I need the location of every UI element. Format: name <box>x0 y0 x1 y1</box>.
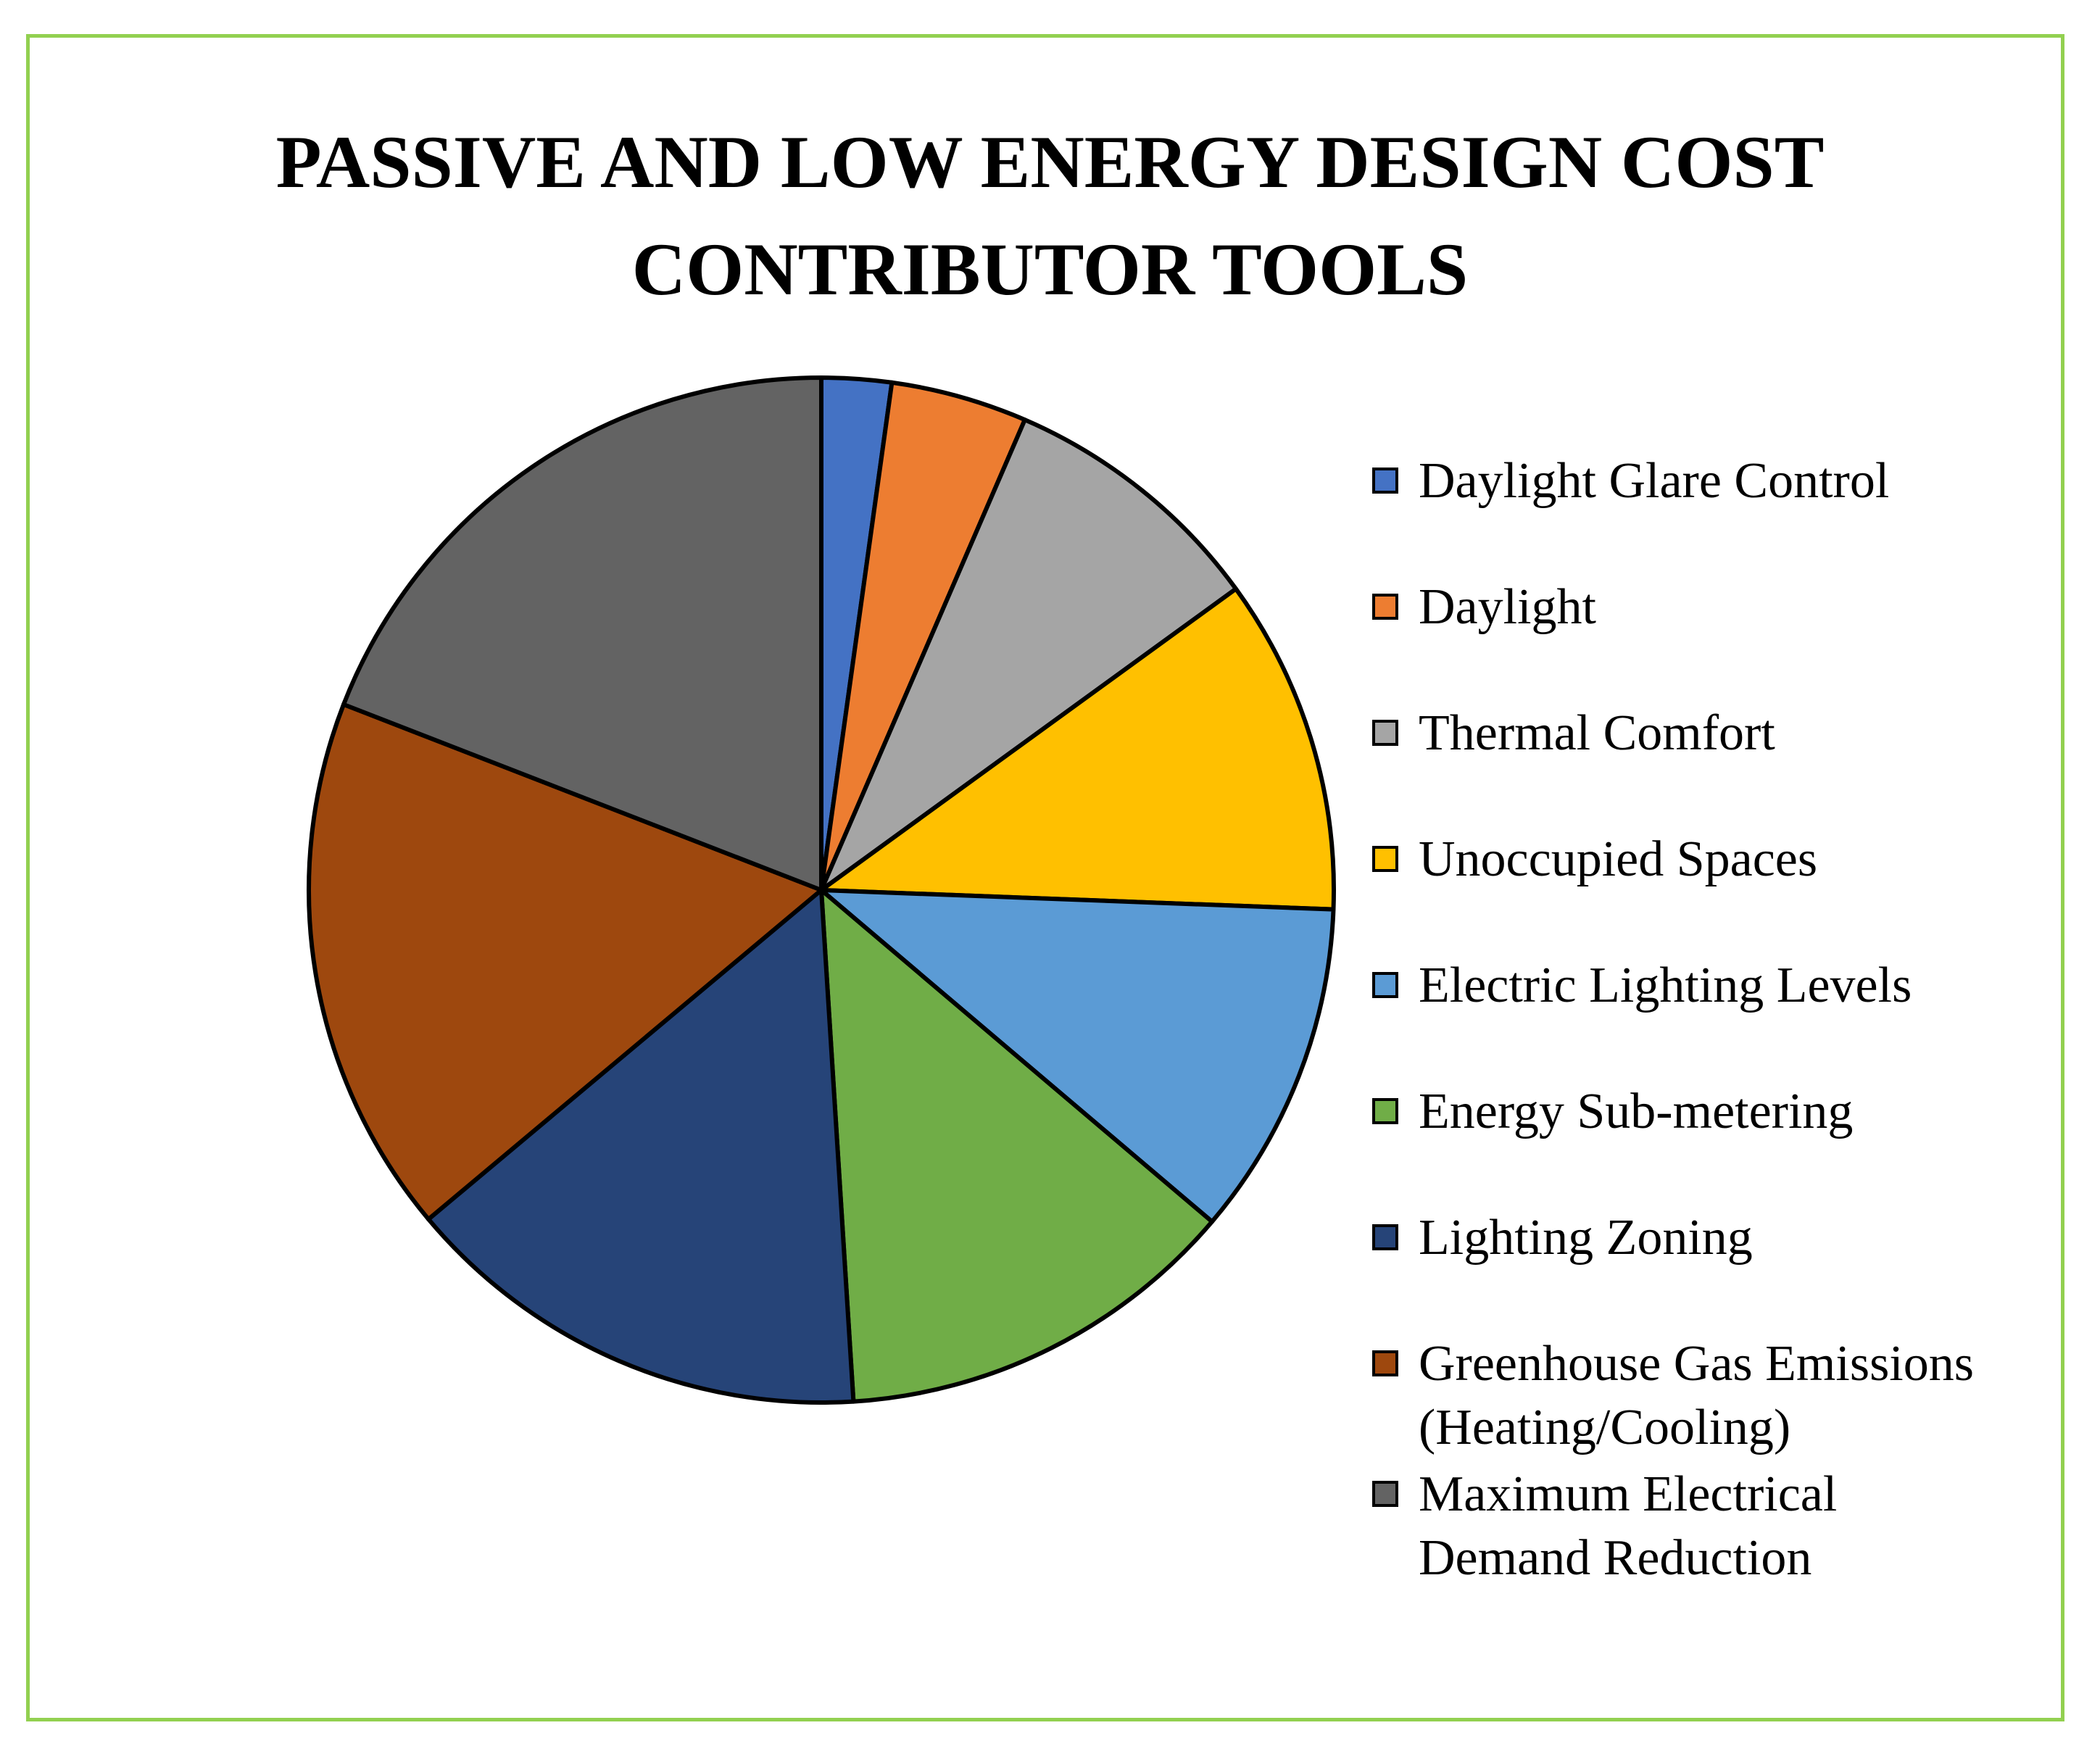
chart-title-line-1: PASSIVE AND LOW ENERGY DESIGN COST <box>275 121 1825 204</box>
legend-swatch <box>1372 846 1398 872</box>
legend-label: Electric Lighting Levels <box>1419 954 1912 1018</box>
legend-swatch <box>1372 468 1398 494</box>
chart-title: PASSIVE AND LOW ENERGY DESIGN COST CONTR… <box>0 109 2100 323</box>
legend-label-line: Unoccupied Spaces <box>1419 831 1818 887</box>
pie-slice-greenhouse-gas-emissions-heating-cooling <box>307 702 823 1222</box>
legend-label-line: (Heating/Cooling) <box>1419 1400 1791 1455</box>
pie-slice-electric-lighting-levels <box>819 888 1336 1224</box>
pie-slice-maximum-electrical-demand-reduction <box>341 375 823 892</box>
pie-slice-lighting-zoning <box>426 888 856 1405</box>
legend-label-line: Energy Sub-metering <box>1419 1084 1854 1139</box>
legend-label-line: Greenhouse Gas Emissions <box>1419 1336 1975 1392</box>
legend-label-line: Daylight Glare Control <box>1419 453 1890 509</box>
legend-label-line: Demand Reduction <box>1419 1530 1812 1586</box>
pie-slice-thermal-comfort <box>819 417 1238 892</box>
legend-label: Lighting Zoning <box>1419 1206 1753 1270</box>
legend-swatch <box>1372 1350 1398 1376</box>
legend-label: Thermal Comfort <box>1419 702 1775 765</box>
legend-label-line: Thermal Comfort <box>1419 705 1775 761</box>
legend-swatch <box>1372 1098 1398 1124</box>
legend-swatch <box>1372 1481 1398 1507</box>
legend-label-line: Electric Lighting Levels <box>1419 957 1912 1013</box>
legend-swatch <box>1372 972 1398 998</box>
legend-label-line: Maximum Electrical <box>1419 1466 1838 1522</box>
legend-swatch <box>1372 594 1398 620</box>
pie-slice-daylight <box>819 380 1027 892</box>
legend-label-line: Daylight <box>1419 579 1596 635</box>
legend-label: Daylight Glare Control <box>1419 449 1889 513</box>
legend-swatch <box>1372 1224 1398 1250</box>
legend-label: Daylight <box>1419 576 1596 639</box>
legend-label: Unoccupied Spaces <box>1419 828 1817 892</box>
legend-swatch <box>1372 720 1398 746</box>
legend-label: Maximum Electrical Demand Reduction <box>1419 1463 1837 1590</box>
chart-title-line-2: CONTRIBUTOR TOOLS <box>631 228 1469 311</box>
legend-label: Energy Sub-metering <box>1419 1080 1853 1144</box>
legend-label-line: Lighting Zoning <box>1419 1210 1753 1266</box>
legend-label: Greenhouse Gas Emissions (Heating/Cooling… <box>1419 1332 1974 1460</box>
pie-slice-energy-sub-metering <box>819 888 1215 1404</box>
pie-slice-unoccupied-spaces <box>819 586 1336 912</box>
